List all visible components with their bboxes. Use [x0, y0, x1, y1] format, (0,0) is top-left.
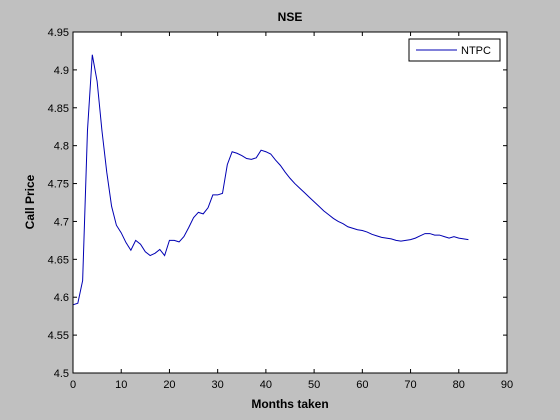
x-tick-label: 20: [163, 379, 175, 391]
y-tick-label: 4.55: [48, 330, 69, 342]
x-tick-label: 30: [212, 379, 224, 391]
axes-frame: [72, 31, 508, 374]
plot-area: [73, 32, 507, 373]
y-tick-label: 4.8: [54, 141, 69, 153]
x-tick-label: 50: [308, 379, 320, 391]
series-line-ntpc: [72, 54, 469, 306]
y-tick-label: 4.95: [48, 27, 69, 39]
y-axis-label: Call Price: [23, 174, 37, 229]
y-tick-label: 4.9: [54, 65, 69, 77]
legend-label-ntpc: NTPC: [461, 45, 491, 57]
x-tick-label: 90: [501, 379, 513, 391]
x-axis-label: Months taken: [251, 397, 328, 411]
y-tick-label: 4.65: [48, 254, 69, 266]
x-tick-label: 70: [404, 379, 416, 391]
x-tick-label: 40: [260, 379, 272, 391]
x-tick-label: 80: [453, 379, 465, 391]
y-tick-label: 4.6: [54, 292, 69, 304]
legend: NTPC: [408, 38, 501, 62]
y-tick-label: 4.75: [48, 179, 69, 191]
y-tick-label: 4.5: [54, 368, 69, 380]
series-layer: [72, 54, 469, 306]
x-tick-label: 10: [115, 379, 127, 391]
axis-ticks: 0 10 20 30 40 50 60 70 80 90 4.5 4.55 4.6 4.65 4.7 4.75…: [48, 27, 514, 391]
y-tick-label: 4.85: [48, 103, 69, 115]
y-tick-label: 4.7: [54, 216, 69, 228]
x-tick-label: 0: [70, 379, 76, 391]
chart-title: NSE: [278, 10, 303, 24]
x-tick-label: 60: [356, 379, 368, 391]
